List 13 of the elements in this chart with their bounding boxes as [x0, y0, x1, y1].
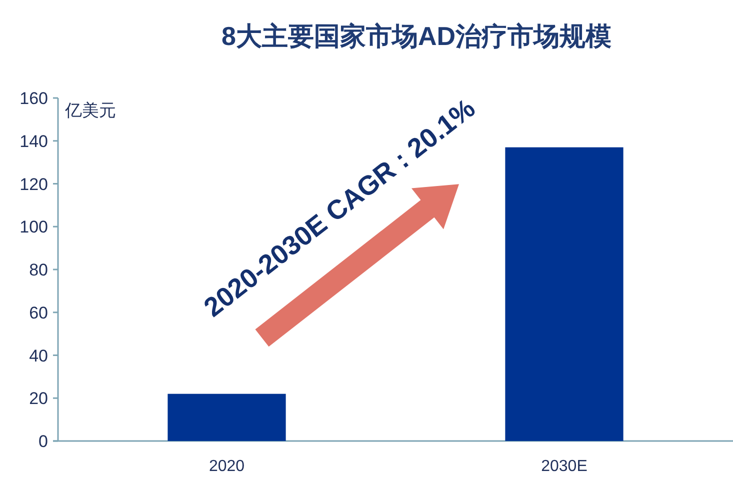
y-tick-label: 20	[29, 389, 48, 408]
y-tick-label: 40	[29, 346, 48, 366]
x-tick-label: 2030E	[541, 458, 588, 475]
y-tick-label: 60	[29, 303, 48, 322]
y-tick-label: 160	[20, 89, 48, 108]
y-tick-label: 0	[38, 432, 48, 451]
y-tick-label: 120	[20, 174, 48, 194]
chart-title: 8大主要国家市场AD治疗市场规模	[221, 21, 612, 51]
y-axis-title: 亿美元	[64, 101, 116, 120]
y-tick-label: 80	[29, 260, 48, 280]
y-tick-label: 140	[20, 132, 48, 151]
x-tick-label: 2020	[208, 458, 245, 475]
y-tick-label: 100	[20, 218, 48, 237]
